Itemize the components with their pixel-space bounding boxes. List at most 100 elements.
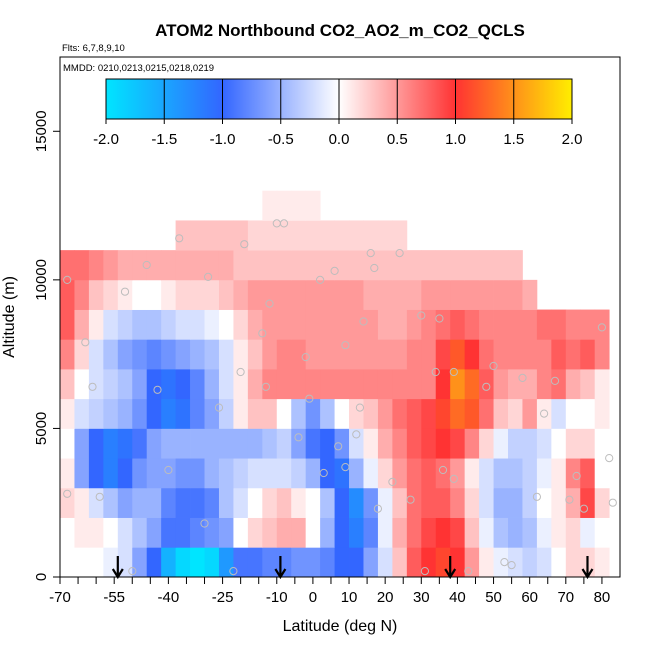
heatmap-cell [493,428,509,459]
heatmap-cell [117,309,133,340]
heatmap-cell [161,339,177,370]
colorbar: -2.0 -1.5 -1.0 -0.5 0.0 0.5 1.0 1.5 2.0 [93,78,582,148]
sample-point [305,394,314,403]
heatmap-cell [421,339,437,370]
heatmap-cell [88,487,104,518]
heatmap-cell [320,309,335,340]
sample-point [81,338,90,347]
heatmap-cell [74,487,90,518]
sample-point [373,504,382,513]
heatmap-cell [349,279,364,310]
heatmap-cell [60,428,75,459]
heatmap-cell [377,517,393,548]
heatmap-cell [60,369,75,400]
heatmap-cell [146,547,162,578]
heatmap-cell [551,517,567,548]
x-tick-label: 80 [594,589,611,606]
heatmap-cell [276,279,292,310]
heatmap-cell [262,309,278,340]
heatmap-cell [522,369,538,400]
heatmap-cell [233,250,249,281]
heatmap-cell [551,309,567,340]
heatmap-cell [175,339,191,370]
heatmap-cell [377,428,393,459]
heatmap-cell [233,309,249,340]
sample-point [420,567,429,576]
sample-point [572,471,581,481]
heatmap-cell [146,428,162,459]
heatmap-cell [320,369,335,400]
heatmap-cell [479,458,494,489]
sample-point [482,382,491,391]
heatmap-cell [320,517,335,548]
heatmap-cell [508,428,523,459]
heatmap-cell [204,458,220,489]
heatmap-cell [291,398,307,429]
flights-note: Flts: 6,7,8,9,10 [62,43,125,54]
heatmap-cell [508,547,523,578]
heatmap-cell [580,517,596,548]
heatmap-cell [190,547,205,578]
heatmap-cell [522,458,538,489]
heatmap-cell [450,487,466,518]
heatmap-cell [565,369,581,400]
heatmap-cell [132,547,148,578]
heatmap-cell [479,250,494,281]
heatmap-cell [435,250,451,281]
sample-point [341,463,350,472]
heatmap-cell [406,547,422,578]
heatmap-cell [276,517,292,548]
heatmap-cell [377,458,393,489]
heatmap-cell [377,279,393,310]
sample-point [352,430,361,439]
heatmap-cell [262,190,278,221]
heatmap-cell [161,309,177,340]
heatmap-cell [190,428,205,459]
heatmap-cell [204,220,220,251]
heatmap-cell [594,547,610,578]
heatmap-cell [161,369,177,400]
heatmap-cell [392,487,408,518]
heatmap-cell [247,428,263,459]
heatmap-cell [103,369,119,400]
heatmap-cell [551,547,567,578]
heatmap-cell [594,369,610,400]
y-tick-label: 5000 [33,412,50,445]
heatmap-cell [594,339,610,370]
heatmap-cell [204,398,220,429]
heatmap-cell [218,279,234,310]
heatmap-cell [190,250,205,281]
heatmap-cell [103,517,119,548]
heatmap-cell [117,487,133,518]
heatmap-cell [320,250,335,281]
heatmap-cell [406,250,422,281]
dates-note: MMDD: 0210,0213,0215,0218,0219 [63,63,214,74]
heatmap-cell [247,220,263,251]
heatmap-cell [522,517,538,548]
heatmap-cell [522,487,538,518]
plot-frame [59,56,621,578]
heatmap-cell [305,517,321,548]
heatmap-cell [349,339,364,370]
heatmap [60,190,610,578]
heatmap-cell [291,339,307,370]
heatmap-cell [88,428,104,459]
heatmap-cell [88,517,104,548]
sample-point [366,249,375,258]
heatmap-cell [291,250,307,281]
heatmap-cell [435,339,451,370]
heatmap-cell [175,487,191,518]
heatmap-cell [392,250,408,281]
heatmap-cell [103,487,119,518]
heatmap-cell [74,279,90,310]
x-tick-label: -55 [103,589,125,606]
heatmap-cell [377,487,393,518]
heatmap-cell [580,458,596,489]
heatmap-cell [377,309,393,340]
sample-point [406,495,415,504]
x-tick-label: -70 [49,589,71,606]
heatmap-cell [479,398,494,429]
heatmap-cell [218,369,234,400]
heatmap-cell [190,309,205,340]
heatmap-cell [117,428,133,459]
